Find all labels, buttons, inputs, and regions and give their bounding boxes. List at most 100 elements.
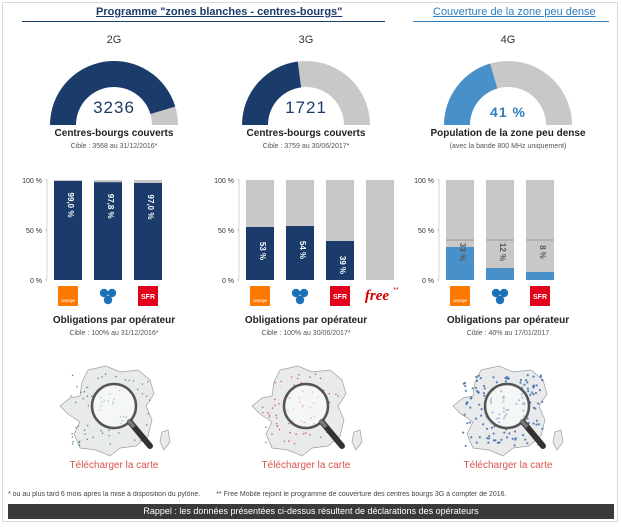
sfr-logo [530, 286, 550, 306]
download-map-link[interactable]: Télécharger la carte [69, 460, 159, 471]
column-4g: 4G 41 % Population de la zone peu dense … [410, 0, 606, 480]
gauge-filled-arc [50, 61, 176, 125]
bar-background [526, 180, 554, 280]
bar-chart-2g: 100 % 50 % 0 % 99,0 % orange 97,8 % 97,0 % SFR [22, 178, 162, 306]
gauge-value: 1721 [285, 98, 327, 117]
svg-text:SFR: SFR [533, 294, 547, 301]
programme-title: Programme "zones blanches - centres-bour… [96, 6, 343, 18]
svg-text:orange: orange [61, 298, 76, 303]
obligations-target: Cible : 40% au 17/01/2017 [466, 330, 550, 337]
obligations-target: Cible : 100% au 31/12/2016* [69, 330, 159, 337]
orange-logo [58, 286, 78, 306]
gauge-caption: Centres-bourgs couverts [246, 128, 366, 139]
data-label: 97,8 % [106, 194, 115, 219]
data-label: 97,0 % [146, 195, 155, 220]
bar [54, 181, 82, 280]
gauge-3g [242, 61, 370, 125]
svg-text:orange: orange [453, 298, 468, 303]
column-3g: 3G 1721 Centres-bourgs couverts Cible : … [212, 0, 400, 480]
data-label: 99,0 % [66, 193, 75, 218]
bar [246, 227, 274, 280]
tick-label: 50 % [26, 228, 42, 235]
bouygues-logo [291, 288, 309, 305]
footnote-1: * ou au plus tard 6 mois après la mise à… [8, 491, 201, 498]
data-label: 54 % [298, 241, 307, 259]
bar-chart-3g: 100 % 50 % 0 % 53 % orange 54 % 39 % SFR free ** [214, 178, 398, 306]
orange-logo [450, 286, 470, 306]
magnifier-icon [90, 382, 153, 449]
gauge-caption: Population de la zone peu dense [430, 128, 586, 139]
bouygues-logo [99, 288, 117, 305]
gauge-target: Cible : 3568 au 31/12/2016* [70, 143, 158, 150]
svg-text:**: ** [393, 287, 398, 294]
obligations-caption: Obligations par opérateur [446, 315, 570, 326]
free-logo: free [365, 288, 389, 304]
bar [526, 272, 554, 280]
bar [94, 182, 122, 280]
programme-title-rule [22, 21, 385, 22]
data-label: 12 % [498, 243, 507, 261]
orange-logo [250, 286, 270, 306]
tick-label: 100 % [214, 178, 234, 185]
data-label: 33 % [458, 243, 467, 261]
gauge-caption: Centres-bourgs couverts [54, 128, 174, 139]
magnifier-icon [483, 382, 546, 449]
bar [446, 247, 474, 280]
sfr-logo [330, 286, 350, 306]
gauge-filled-arc [242, 61, 302, 125]
footnotes: * ou au plus tard 6 mois après la mise à… [8, 491, 614, 498]
tick-label: 100 % [22, 178, 42, 185]
obligations-caption: Obligations par opérateur [52, 315, 176, 326]
corsica-shape [552, 429, 564, 451]
corsica-shape [351, 429, 363, 451]
bar [326, 241, 354, 280]
obligations-target: Cible : 100% au 30/06/2017* [261, 330, 351, 337]
gauge-4g [444, 61, 572, 125]
bar-background [486, 180, 514, 280]
generation-label: 3G [298, 34, 314, 46]
download-map-link[interactable]: Télécharger la carte [463, 460, 553, 471]
coverage-title: Couverture de la zone peu dense [433, 6, 596, 18]
corsica-shape [159, 429, 171, 451]
download-map-link[interactable]: Télécharger la carte [261, 460, 351, 471]
coverage-title-rule [413, 21, 609, 22]
generation-label: 2G [106, 34, 122, 46]
gauge-remaining-arc [490, 61, 572, 125]
tick-label: 100 % [414, 178, 434, 185]
gauge-target: Cible : 3759 au 30/06/2017* [262, 143, 350, 150]
data-label: 39 % [338, 256, 347, 274]
france-map-2g[interactable] [50, 360, 180, 460]
france-map-4g[interactable] [443, 360, 573, 460]
bar [134, 183, 162, 280]
disclaimer-bar: Rappel : les données présentées ci-dessu… [8, 504, 614, 519]
generation-label: 4G [500, 34, 516, 46]
bar-background [366, 180, 394, 280]
tick-label: 0 % [222, 278, 234, 285]
svg-text:orange: orange [253, 298, 268, 303]
gauge-2g [50, 61, 178, 125]
france-map-3g[interactable] [242, 360, 372, 460]
gauge-filled-arc [444, 63, 498, 125]
data-label: 8 % [538, 245, 547, 259]
magnifier-icon [282, 382, 345, 449]
svg-text:SFR: SFR [333, 294, 347, 301]
svg-text:SFR: SFR [141, 294, 155, 301]
tick-label: 50 % [418, 228, 434, 235]
bar-chart-4g: 100 % 50 % 0 % 33 % orange 12 % 8 % SFR [414, 178, 554, 306]
gauge-target: (avec la bande 800 MHz uniquement) [449, 143, 567, 150]
bar [286, 226, 314, 280]
gauge-remaining-arc [150, 106, 178, 125]
obligations-caption: Obligations par opérateur [244, 315, 368, 326]
sfr-logo [138, 286, 158, 306]
column-2g: 2G 3236 Centres-bourgs couverts Cible : … [20, 0, 208, 480]
gauge-value: 3236 [93, 98, 135, 117]
tick-label: 0 % [422, 278, 434, 285]
tick-label: 0 % [30, 278, 42, 285]
footnote-2: ** Free Mobile rejoint le programme de c… [216, 491, 507, 498]
bouygues-logo [491, 288, 509, 305]
bar [486, 268, 514, 280]
data-label: 53 % [258, 242, 267, 260]
tick-label: 50 % [218, 228, 234, 235]
gauge-value: 41 % [490, 104, 526, 120]
gauge-remaining-arc [297, 61, 370, 125]
